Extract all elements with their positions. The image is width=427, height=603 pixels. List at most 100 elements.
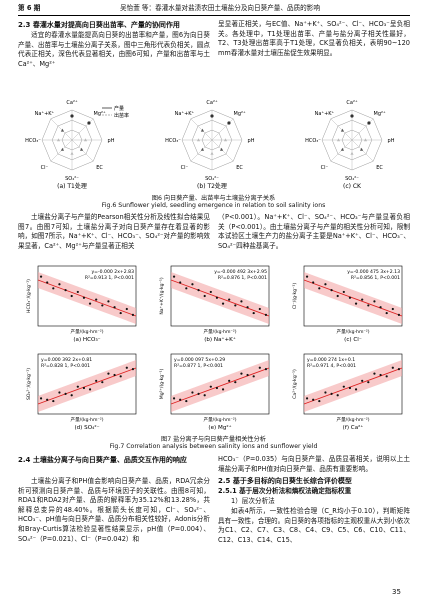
panel-label: (c) CK <box>343 183 362 190</box>
figure-caption-en: Fig.6 Sunflower yield, seedling emergenc… <box>101 202 326 209</box>
x-axis-label: 产量/(kg·hm⁻²) <box>203 328 236 335</box>
radar-axis-label: Ca²⁺ <box>206 100 218 106</box>
radar-marker <box>227 121 231 125</box>
scatter-point <box>354 388 358 391</box>
scatter-point <box>88 388 92 391</box>
equation: y=0.000 097 5x+0.29 <box>174 357 225 363</box>
radar-axis-label: Mg²⁺ <box>374 111 386 117</box>
scatter-point <box>88 302 92 305</box>
scatter-point <box>305 275 309 278</box>
legend-label: 产量 <box>114 105 124 112</box>
panel-label: (b) Na⁺+K⁺ <box>204 336 236 343</box>
scatter-point <box>391 366 394 369</box>
scatter-point <box>209 290 212 294</box>
scatter-point <box>107 372 110 375</box>
scatter-point <box>367 304 370 307</box>
legend-label: 出苗率 <box>114 112 129 119</box>
scatter-point <box>197 392 200 395</box>
radar-axis-label: EC <box>236 165 243 171</box>
radar-axis-label: Ca²⁺ <box>346 100 358 106</box>
scatter-point <box>379 306 382 309</box>
radar-marker <box>359 147 364 151</box>
radar-marker <box>363 138 368 142</box>
panel-label: (d) SO₄²⁻ <box>74 424 99 431</box>
scatter-point <box>348 386 352 390</box>
subheading: 2.5.1 基于层次分析法和熵权法确定指标权重 <box>218 487 352 495</box>
scatter-point <box>52 287 55 290</box>
y-axis-label: Na⁺+K⁺/(g·kg⁻¹) <box>159 277 165 315</box>
y-axis-label: HCO₃⁻/(g·kg⁻¹) <box>26 279 32 313</box>
plot-frame <box>170 265 270 327</box>
scatter-point <box>58 283 61 286</box>
radar-axis-label: Na⁺+K⁺ <box>315 111 335 117</box>
statistics: R²=0.828 1, P<0.001 <box>41 363 90 369</box>
radar-axis-label: pH <box>108 138 115 144</box>
x-axis-label: 产量/(kg·hm⁻²) <box>336 416 369 423</box>
radar-marker <box>60 147 65 151</box>
radar-axis-label: SO₄²⁻ <box>65 176 79 182</box>
radar-axis-label: HCO₃⁻ <box>305 138 321 144</box>
scatter-point <box>197 289 200 292</box>
radar-marker <box>70 151 74 155</box>
paragraph: 呈显著正相关，与EC值、Na⁺+K⁺、SO₄²⁻、Cl⁻、HCO₃⁻呈负相关。各… <box>218 20 410 57</box>
scatter-point <box>46 398 49 401</box>
scatter-point <box>330 392 333 395</box>
scatter-point <box>336 294 339 298</box>
radar-marker <box>83 138 88 142</box>
radar-spoke <box>190 118 213 141</box>
panel-label: (b) T2处理 <box>197 182 227 190</box>
plot-frame <box>303 265 403 327</box>
radar-marker <box>87 121 91 125</box>
radar-spoke <box>330 118 353 141</box>
panel-label: (a) HCO₃⁻ <box>73 337 100 343</box>
heading: 2.3 春灌水量对提高向日葵出苗率、产量的协同作用 <box>18 21 180 29</box>
scatter-point <box>385 311 388 315</box>
radar-marker <box>340 128 345 132</box>
scatter-point <box>336 394 339 397</box>
scatter-point <box>240 300 243 303</box>
scatter-point <box>215 296 219 299</box>
scatter-point <box>361 379 364 382</box>
scatter-point <box>246 373 249 377</box>
y-axis-label: SO₄²⁻/(g·kg⁻¹) <box>26 368 32 400</box>
fit-line <box>37 279 137 317</box>
scatter-point <box>70 394 73 397</box>
radar-marker <box>350 151 354 155</box>
fit-line <box>170 279 270 317</box>
radar-axis-label: Cl⁻ <box>181 165 189 171</box>
fit-line <box>170 367 270 405</box>
scatter-point <box>95 298 98 301</box>
scatter-point <box>185 399 188 403</box>
scatter-point <box>264 368 268 371</box>
panel-label: (f) Ca²⁺ <box>343 424 364 431</box>
scatter-point <box>373 372 376 375</box>
y-axis-label: Ca²⁺/(g·kg⁻¹) <box>292 369 298 399</box>
scatter-point <box>228 379 231 382</box>
scatter-point <box>113 306 116 309</box>
paragraph: 如表4所示，一致性检验合理（C_R均小于0.10），判断矩阵具有一致性，合理的。… <box>218 507 410 544</box>
radar-axis-label: pH <box>248 138 255 144</box>
scatter-point <box>131 313 135 316</box>
scatter-point <box>397 313 401 316</box>
scatter-point <box>330 289 333 292</box>
statistics: R²=0.877 1, P<0.001 <box>174 363 223 369</box>
scatter-point <box>52 399 55 403</box>
scatter-point <box>373 300 376 303</box>
scatter-point <box>318 399 321 403</box>
radar-axis-label: HCO₃⁻ <box>25 138 41 144</box>
x-axis-label: 产量/(kg·hm⁻²) <box>336 328 369 335</box>
panel-label: (c) Cl⁻ <box>344 337 362 343</box>
scatter-point <box>252 311 255 315</box>
scatter-point <box>82 296 86 299</box>
panel-label: (a) T1处理 <box>57 182 87 190</box>
scatter-point <box>203 394 206 397</box>
scatter-point <box>70 294 73 298</box>
list-item: 1）层次分析法 <box>231 497 275 505</box>
x-axis-label: 产量/(kg·hm⁻²) <box>70 416 103 423</box>
scatter-point <box>379 373 382 377</box>
statistics: R²=0.856 1, P<0.001 <box>351 275 400 281</box>
scatter-point <box>318 287 321 290</box>
radar-marker <box>350 114 354 118</box>
scatter-point <box>179 281 182 284</box>
radar-marker <box>219 147 224 151</box>
